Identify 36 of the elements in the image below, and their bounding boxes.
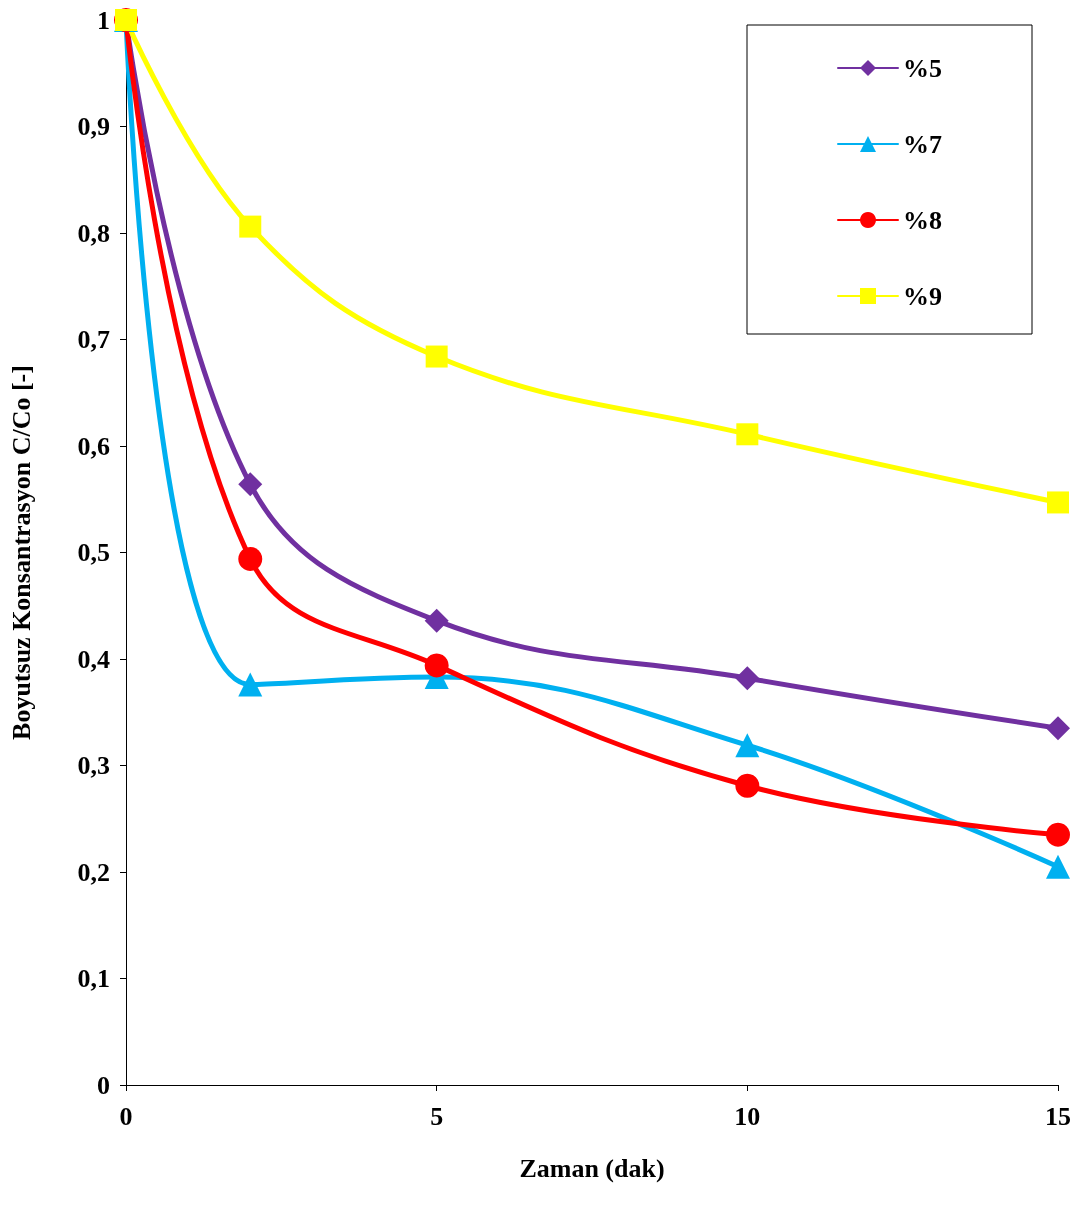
point bbox=[1046, 822, 1070, 847]
point bbox=[735, 666, 760, 691]
y-tick-label: 0 bbox=[97, 1070, 110, 1100]
point bbox=[1047, 491, 1069, 514]
y-tick-label: 1 bbox=[97, 5, 110, 35]
point bbox=[424, 653, 449, 678]
point bbox=[425, 345, 448, 368]
legend-label: %5 bbox=[903, 53, 942, 83]
y-tick-label: 0,1 bbox=[77, 964, 110, 993]
x-tick-label: 15 bbox=[1045, 1101, 1071, 1131]
point bbox=[735, 733, 760, 758]
point bbox=[1046, 854, 1070, 879]
y-tick-label: 0,4 bbox=[77, 644, 110, 674]
point bbox=[238, 672, 263, 697]
point bbox=[424, 608, 449, 633]
point bbox=[239, 215, 262, 238]
y-axis-title: Boyutsuz Konsantrasyon C/Co [-] bbox=[6, 365, 36, 740]
x-tick-label: 0 bbox=[119, 1101, 133, 1131]
y-tick-label: 0,7 bbox=[77, 325, 110, 354]
point bbox=[735, 773, 760, 798]
point bbox=[736, 423, 759, 446]
y-tick-label: 0,8 bbox=[77, 218, 110, 248]
point bbox=[238, 472, 263, 497]
legend-label: %8 bbox=[903, 205, 942, 235]
x-tick-label: 5 bbox=[430, 1101, 444, 1131]
y-tick-label: 0,2 bbox=[77, 857, 110, 887]
point bbox=[238, 546, 263, 571]
y-tick-label: 0,6 bbox=[77, 431, 110, 461]
y-tick-label: 0,3 bbox=[77, 751, 110, 780]
legend-label: %7 bbox=[903, 129, 942, 159]
y-tick-label: 0,9 bbox=[77, 112, 110, 141]
x-axis-title: Zaman (dak) bbox=[519, 1153, 665, 1183]
point bbox=[1046, 716, 1070, 741]
y-tick-label: 0,5 bbox=[77, 538, 110, 567]
legend-label: %9 bbox=[903, 281, 942, 311]
x-tick-label: 10 bbox=[734, 1101, 761, 1131]
